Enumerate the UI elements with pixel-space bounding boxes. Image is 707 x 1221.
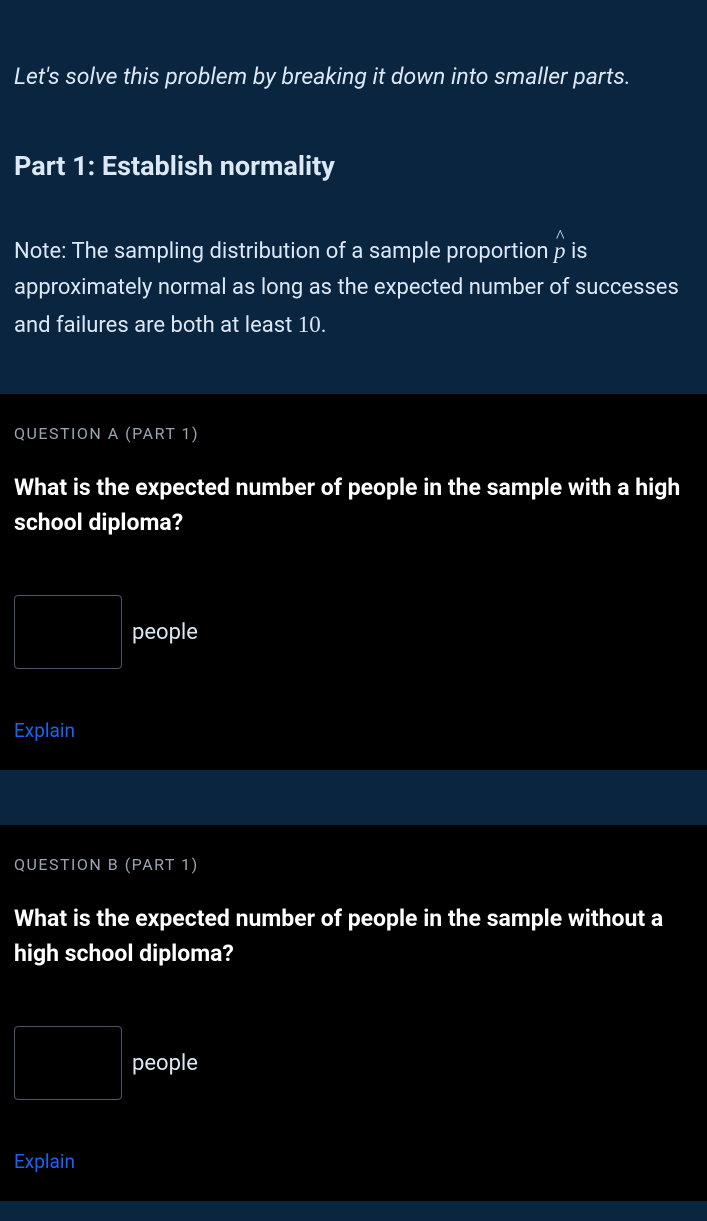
intro-text: Let's solve this problem by breaking it … (14, 60, 693, 95)
note-prefix: Note: The sampling distribution of a sam… (14, 239, 554, 264)
question-b-input[interactable] (14, 1026, 122, 1100)
question-b-block: QUESTION B (PART 1) What is the expected… (0, 825, 707, 1201)
question-a-unit: people (132, 620, 198, 645)
p-hat-symbol: p (554, 232, 566, 270)
bottom-gap (0, 1201, 707, 1221)
question-a-block: QUESTION A (PART 1) What is the expected… (0, 394, 707, 770)
note-text: Note: The sampling distribution of a sam… (14, 232, 693, 345)
question-b-label: QUESTION B (PART 1) (14, 855, 693, 874)
intro-section: Let's solve this problem by breaking it … (0, 0, 707, 394)
question-b-explain-link[interactable]: Explain (14, 1150, 75, 1173)
question-a-explain-link[interactable]: Explain (14, 719, 75, 742)
question-a-label: QUESTION A (PART 1) (14, 424, 693, 443)
note-suffix: . (321, 313, 327, 338)
threshold-number: 10 (298, 312, 321, 337)
question-a-answer-row: people (14, 595, 693, 669)
question-b-answer-row: people (14, 1026, 693, 1100)
question-b-unit: people (132, 1051, 198, 1076)
question-a-input[interactable] (14, 595, 122, 669)
question-a-text: What is the expected number of people in… (14, 471, 693, 540)
part-heading: Part 1: Establish normality (14, 150, 693, 182)
spacer (0, 770, 707, 825)
question-b-text: What is the expected number of people in… (14, 902, 693, 971)
